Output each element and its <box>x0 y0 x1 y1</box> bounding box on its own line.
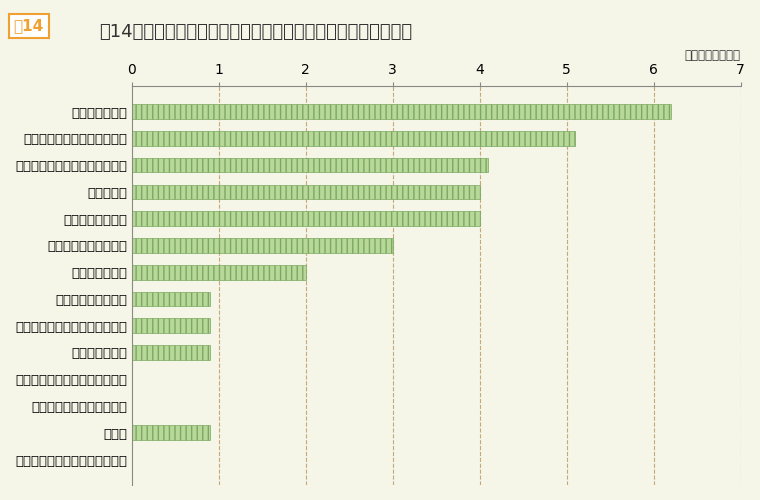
Bar <box>132 238 393 253</box>
Bar <box>132 345 210 360</box>
Bar <box>132 212 480 226</box>
Bar <box>132 104 671 119</box>
Bar <box>132 318 210 333</box>
Text: 図14　従業員数が多い年齢層があることへの対応（複数回答）: 図14 従業員数が多い年齢層があることへの対応（複数回答） <box>99 22 412 40</box>
Bar <box>132 158 489 172</box>
Bar <box>132 426 210 440</box>
Bar <box>132 292 210 306</box>
Bar <box>132 184 480 199</box>
Text: 図14: 図14 <box>14 18 44 34</box>
Bar <box>132 131 575 146</box>
Bar <box>132 265 306 280</box>
Text: （単位：企業数）: （単位：企業数） <box>685 49 741 62</box>
